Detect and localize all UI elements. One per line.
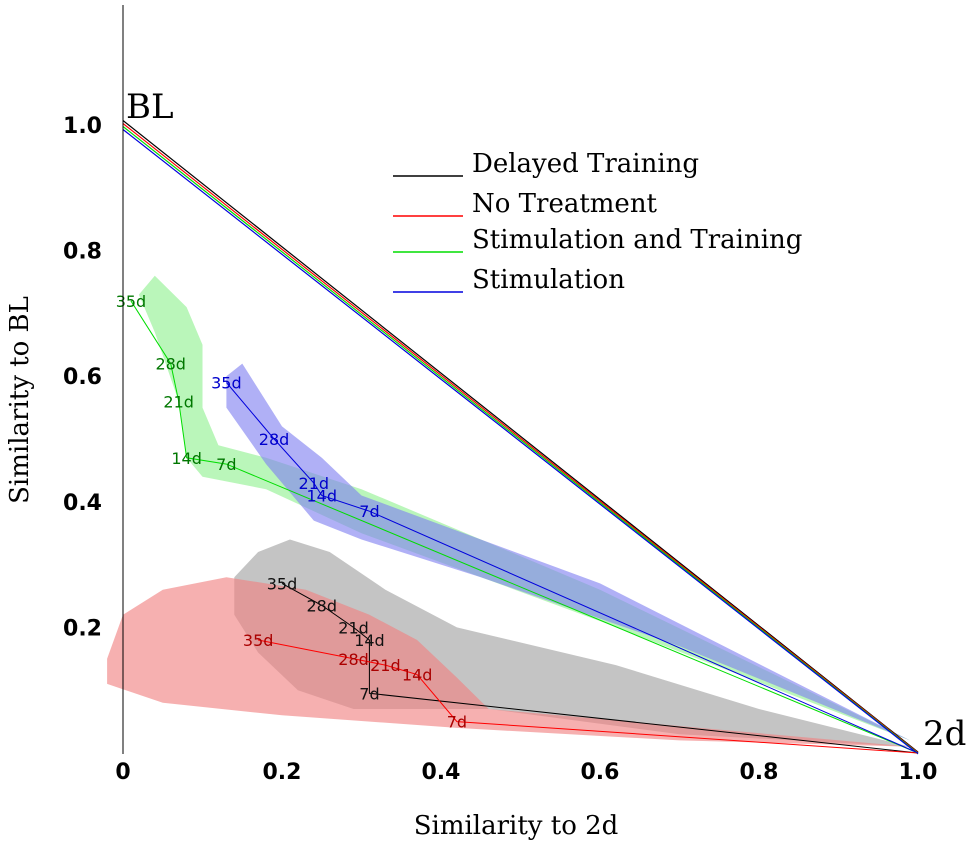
- stimulation-point-7d: 7d: [359, 502, 379, 521]
- legend: Delayed Training No Treatment Stimulation …: [393, 149, 802, 295]
- corner-label-bl: BL: [126, 87, 174, 127]
- no-treatment-point-28d: 28d: [338, 650, 369, 669]
- y-tick-labels: 0.2 0.4 0.6 0.8 1.0: [63, 114, 102, 641]
- x-tick-label: 0: [115, 760, 130, 785]
- delayed-training-point-28d: 28d: [306, 596, 337, 615]
- stimulation-point-28d: 28d: [259, 430, 290, 449]
- delayed-training-trajectory: [281, 582, 919, 754]
- delayed-training-point-14d: 14d: [354, 631, 385, 650]
- x-axis-title: Similarity to 2d: [414, 811, 619, 841]
- delayed-training-point-7d: 7d: [359, 684, 379, 703]
- no-treatment-point-35d: 35d: [243, 631, 274, 650]
- no-treatment-trajectory: [258, 639, 919, 754]
- no-treatment-point-21d: 21d: [370, 656, 401, 675]
- y-tick-label: 0.2: [63, 616, 102, 641]
- no-treatment-point-7d: 7d: [447, 713, 467, 732]
- stimulation-and-training-trajectory: [130, 300, 919, 754]
- trajectory-lines: [130, 300, 919, 754]
- no-treatment-reference-line: [122, 123, 919, 754]
- x-tick-label: 0.4: [422, 760, 461, 785]
- stimulation-trajectory: [226, 382, 919, 754]
- legend-label-stimulation-and-training: Stimulation and Training: [472, 225, 802, 255]
- no-treatment-point-14d: 14d: [402, 666, 433, 685]
- delayed-training-point-35d: 35d: [267, 574, 298, 593]
- hull-layer: [107, 275, 911, 747]
- stimulation-and-training-point-7d: 7d: [216, 455, 236, 474]
- stimulation-point-35d: 35d: [211, 373, 242, 392]
- stimulation-and-training-point-35d: 35d: [116, 292, 147, 311]
- x-tick-labels: 0 0.2 0.4 0.6 0.8 1.0: [115, 760, 937, 785]
- stimulation-point-21d: 21d: [299, 474, 330, 493]
- legend-label-stimulation: Stimulation: [472, 265, 625, 295]
- x-tick-label: 0.6: [581, 760, 620, 785]
- x-tick-label: 0.2: [263, 760, 302, 785]
- y-tick-label: 0.6: [63, 365, 102, 390]
- delayed-training-point-21d: 21d: [338, 618, 369, 637]
- stimulation-and-training-point-28d: 28d: [155, 355, 186, 374]
- x-tick-label: 1.0: [899, 760, 938, 785]
- stimulation-point-14d: 14d: [306, 487, 337, 506]
- x-tick-label: 0.8: [740, 760, 779, 785]
- y-axis-title: Similarity to BL: [5, 296, 35, 504]
- stimulation-and-training-point-14d: 14d: [171, 449, 202, 468]
- stimulation-and-training-reference-line: [122, 126, 919, 754]
- y-tick-label: 1.0: [63, 114, 102, 139]
- stimulation-and-training-point-21d: 21d: [163, 392, 194, 411]
- legend-label-delayed-training: Delayed Training: [472, 149, 699, 179]
- legend-label-no-treatment: No Treatment: [472, 189, 658, 219]
- corner-label-2d: 2d: [923, 714, 966, 754]
- no-treatment-hull: [107, 577, 911, 747]
- y-tick-label: 0.8: [63, 240, 102, 265]
- reference-lines: [122, 120, 919, 755]
- y-tick-label: 0.4: [63, 491, 102, 516]
- delayed-training-reference-line: [122, 120, 919, 753]
- stimulation-reference-line: [122, 129, 919, 755]
